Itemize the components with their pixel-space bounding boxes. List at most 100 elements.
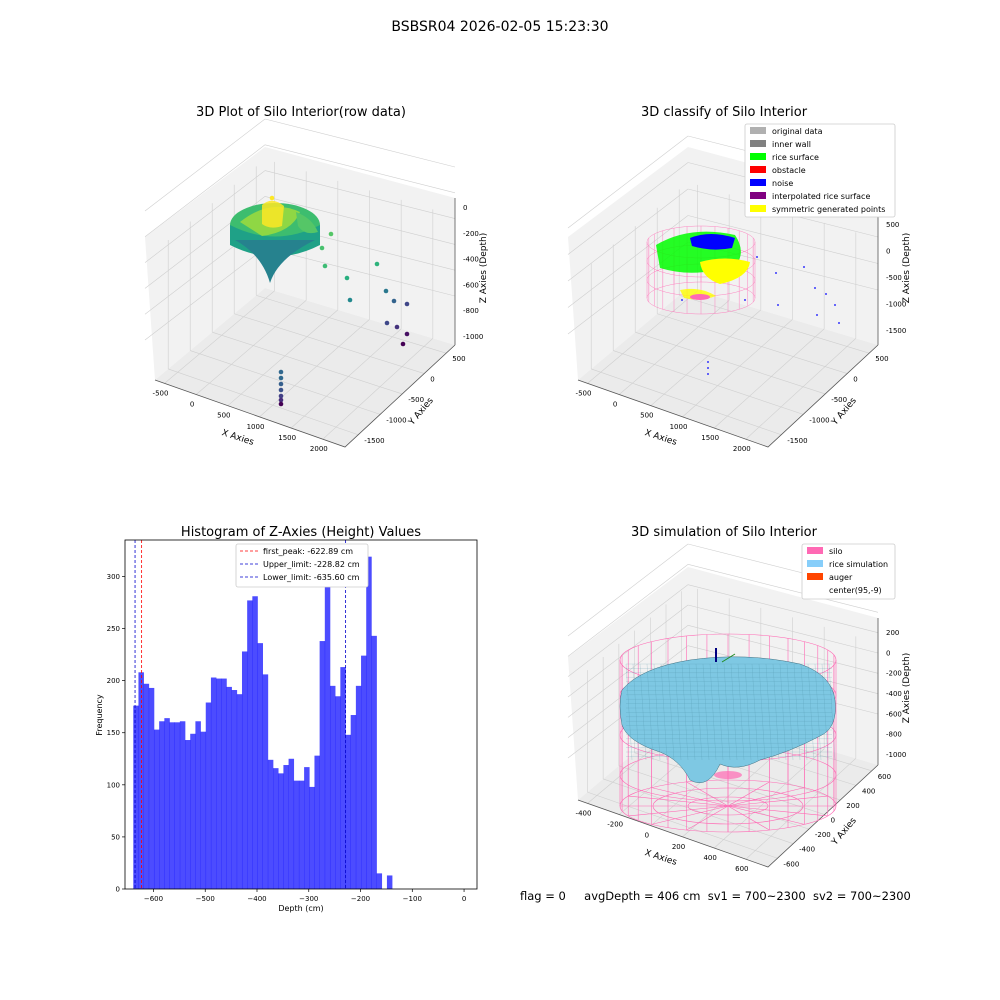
status-avg-depth: avgDepth = 406 cm	[584, 889, 701, 903]
y-tick-label: 250	[107, 625, 120, 633]
y-tick-label: -500	[831, 396, 847, 404]
raw-point	[278, 387, 284, 393]
mesh-line	[730, 663, 738, 761]
histogram-bar	[195, 721, 201, 889]
histogram-bar	[345, 734, 351, 889]
wireframe-line	[686, 781, 729, 807]
raw-point	[278, 381, 284, 387]
histogram-bar	[143, 683, 150, 889]
histogram-bar	[267, 759, 274, 889]
raw-point	[269, 195, 275, 201]
x-tick-label: 1500	[278, 434, 296, 442]
mesh-line	[807, 663, 815, 761]
z-tick-label: -500	[886, 274, 902, 282]
legend-swatch	[750, 127, 766, 134]
grid-line	[713, 328, 825, 429]
legend-swatch	[750, 140, 766, 147]
grid-line	[290, 328, 402, 429]
y-tick-label: -500	[408, 396, 424, 404]
z-tick-label: -400	[886, 690, 902, 698]
raw-x-axis-label: X Axies	[220, 428, 255, 448]
x-tick-label: -200	[607, 821, 623, 829]
x-tick-label: −400	[247, 895, 266, 903]
y-tick-label: -400	[799, 846, 815, 854]
x-tick-label: 200	[672, 843, 685, 851]
mesh-line	[716, 663, 724, 761]
y-tick-label: -1500	[787, 437, 807, 445]
histogram-bar	[376, 873, 383, 889]
mesh-line	[814, 663, 822, 761]
mesh-line	[660, 663, 668, 761]
simulation-z-axis-label: Z Axies (Depth)	[902, 653, 912, 724]
grid-line	[567, 162, 689, 255]
noise-point	[707, 373, 709, 375]
z-tick-label: 0	[463, 204, 467, 212]
y-tick-label: 100	[107, 781, 120, 789]
mesh-line	[688, 663, 696, 761]
x-tick-label: −600	[144, 895, 163, 903]
x-tick-label: 0	[645, 832, 649, 840]
histogram-x-axis-label: Depth (cm)	[278, 904, 323, 913]
legend-swatch	[807, 547, 823, 554]
legend-label: Lower_limit: -635.60 cm	[263, 573, 360, 582]
classify-plot-title: 3D classify of Silo Interior	[641, 105, 808, 120]
raw-point	[404, 331, 410, 337]
x-tick-label: −200	[351, 895, 370, 903]
grid-line	[190, 350, 381, 415]
z-tick-label: -1000	[886, 751, 906, 759]
noise-point	[756, 256, 758, 258]
wireframe-line	[727, 781, 770, 807]
grid-line	[679, 295, 870, 354]
raw-point	[344, 275, 350, 281]
mesh-line	[625, 663, 633, 761]
mesh-line	[667, 663, 675, 761]
noise-point	[803, 266, 805, 268]
histogram-bar	[371, 635, 377, 889]
wireframe-line	[628, 805, 729, 817]
mesh-line	[702, 663, 710, 761]
histogram-bar	[179, 721, 186, 889]
y-tick-label: 600	[878, 773, 891, 781]
raw-point	[374, 261, 380, 267]
x-tick-label: 500	[217, 412, 230, 420]
histogram-bar	[288, 758, 295, 889]
noise-point	[838, 322, 840, 324]
legend-label: interpolated rice surface	[772, 192, 870, 201]
wireframe-line	[686, 805, 729, 831]
simulation-plot-title: 3D simulation of Silo Interior	[631, 525, 818, 540]
wireframe-line	[727, 805, 805, 825]
noise-point	[814, 287, 816, 289]
histogram-legend: first_peak: -622.89 cm Upper_limit: -228.…	[235, 543, 369, 588]
legend-label: auger	[829, 573, 853, 582]
simulation-x-axis-label: X Axies	[643, 848, 678, 868]
histogram-bar	[329, 685, 336, 889]
wireframe-line	[651, 787, 729, 807]
mesh-line	[744, 663, 752, 761]
raw-point	[383, 288, 389, 294]
mesh-line	[779, 663, 787, 761]
noise-point	[707, 367, 709, 369]
raw-point	[328, 231, 334, 237]
z-tick-label: -1000	[463, 333, 483, 341]
grid-line	[264, 170, 456, 219]
z-tick-label: -200	[886, 670, 902, 678]
legend-label: noise	[772, 179, 793, 188]
histogram-bar	[241, 651, 248, 889]
legend-swatch	[750, 153, 766, 160]
depth-histogram: Histogram of Z-Axies (Height) Values −60…	[95, 525, 478, 913]
histogram-bar	[169, 722, 175, 889]
legend-label: symmetric generated points	[772, 205, 885, 214]
histogram-bar	[298, 780, 305, 889]
grid-line	[634, 752, 825, 815]
z-tick-label: -600	[463, 281, 479, 289]
classify-z-axis-label: Z Axies (Depth)	[902, 233, 912, 304]
histogram-bar	[319, 641, 326, 889]
grid-line	[234, 313, 425, 374]
grid-line	[256, 295, 447, 354]
grid-line	[745, 338, 857, 440]
y-tick-label: 500	[875, 355, 888, 363]
histogram-bar	[324, 586, 331, 889]
noise-point	[816, 314, 818, 316]
histogram-bar	[159, 721, 165, 889]
legend-label: center(95,-9)	[829, 586, 882, 595]
